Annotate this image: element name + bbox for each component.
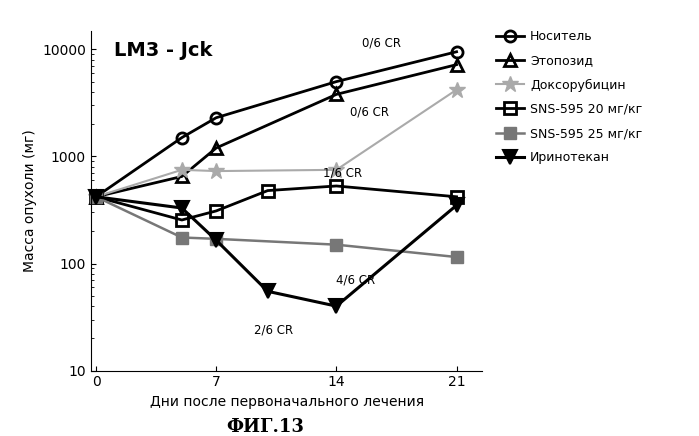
Y-axis label: Масса опухоли (мг): Масса опухоли (мг): [22, 129, 36, 272]
Text: 0/6 CR: 0/6 CR: [362, 36, 401, 49]
Legend: Носитель, Этопозид, Доксорубицин, SNS-595 20 мг/кг, SNS-595 25 мг/кг, Иринотекан: Носитель, Этопозид, Доксорубицин, SNS-59…: [496, 30, 642, 164]
Text: 4/6 CR: 4/6 CR: [336, 274, 375, 286]
Text: LM3 - Jck: LM3 - Jck: [115, 41, 212, 60]
Text: 1/6 CR: 1/6 CR: [323, 167, 362, 180]
X-axis label: Дни после первоначального лечения: Дни после первоначального лечения: [150, 395, 424, 409]
Text: 0/6 CR: 0/6 CR: [350, 106, 389, 119]
Text: 2/6 CR: 2/6 CR: [254, 324, 293, 337]
Text: ФИГ.13: ФИГ.13: [226, 418, 305, 436]
